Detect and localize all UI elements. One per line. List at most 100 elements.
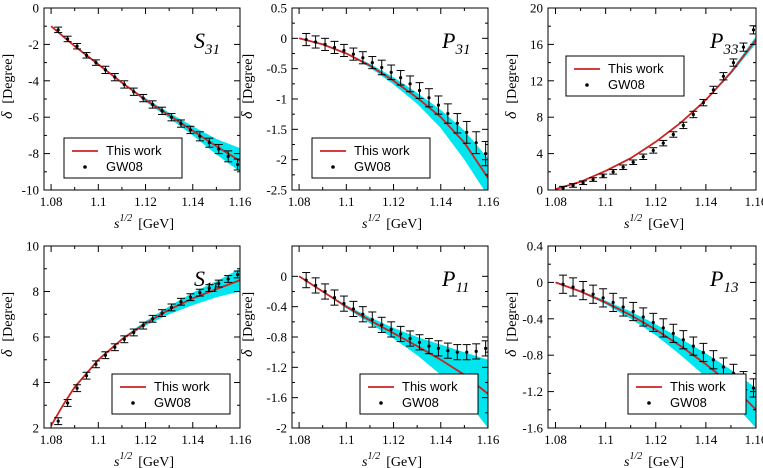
y-axis-label: δ[Degree] (0, 292, 16, 357)
y-tick-label: 0 (537, 183, 544, 198)
gw08-point (689, 110, 698, 119)
legend-point-swatch (131, 401, 135, 405)
gw08-point (330, 289, 339, 306)
gw08-point (120, 335, 129, 344)
x-tick-label: 1.1 (338, 432, 354, 447)
gw08-point (609, 169, 618, 175)
gw08-point (91, 360, 100, 369)
y-tick-label: 0.4 (527, 239, 544, 254)
y-tick-label: -1.6 (522, 421, 543, 436)
gw08-point (729, 58, 738, 67)
y-tick-label: -8 (28, 146, 39, 161)
x-tick-label: 1.14 (695, 432, 718, 447)
axes-frame-P33 (547, 7, 757, 191)
gw08-point (669, 323, 678, 343)
gw08-point (396, 69, 405, 86)
gw08-point (368, 56, 377, 70)
gw08-point (659, 318, 668, 338)
gw08-point (63, 399, 72, 407)
gw08-point (579, 180, 588, 186)
y-tick-label: -2 (28, 37, 39, 52)
x-tick-label: 1.08 (40, 432, 63, 447)
gw08-point (214, 144, 223, 155)
y-tick-label: 8 (33, 284, 40, 299)
gw08-point (649, 312, 658, 333)
gw08-point (424, 88, 433, 108)
gw08-point (110, 343, 119, 352)
y-tick-label: -0.4 (266, 299, 287, 314)
gw08-point (54, 26, 63, 34)
gw08-point (639, 307, 648, 327)
x-axis-label: s1/2 [GeV] (362, 213, 422, 232)
panel-title-S31: S31 (194, 28, 220, 58)
gw08-point (233, 270, 240, 279)
panel-P31: 1.08 1.1 1.12 1.14 1.16 -2.5 -2 -1.5 -1 -0.5 0 0.5 P… (239, 1, 500, 233)
y-axis-label: δ[Degree] (239, 54, 256, 119)
gw08-point (73, 384, 82, 393)
gw08-point (387, 321, 396, 338)
gw08-point (63, 35, 72, 43)
legend-label-gw08: GW08 (670, 395, 707, 410)
uncertainty-band-P11 (299, 276, 488, 428)
plot-area-P31 (298, 32, 488, 190)
legend-point-swatch (647, 401, 651, 405)
gw08-point (91, 59, 100, 66)
gw08-point (424, 338, 433, 355)
gw08-point (599, 173, 608, 179)
gw08-point (453, 344, 462, 361)
x-tick-label: 1.12 (134, 194, 157, 209)
gw08-point (214, 279, 223, 288)
legend-label-gw08: GW08 (608, 77, 645, 92)
gw08-point (176, 297, 185, 306)
gw08-point (139, 321, 148, 330)
gw08-point (167, 303, 176, 312)
y-tick-label: 0 (537, 275, 544, 290)
gw08-point (639, 153, 648, 161)
gw08-point (148, 100, 157, 109)
gw08-point (54, 417, 63, 426)
gw08-point (139, 93, 148, 103)
gw08-point (158, 309, 167, 318)
y-tick-label: -2 (276, 421, 287, 436)
gw08-point (462, 120, 471, 144)
gw08-point (443, 103, 452, 124)
gw08-point (415, 82, 424, 99)
this-work-curve-P31 (298, 37, 488, 179)
gw08-point (453, 113, 462, 134)
x-tick-label: 1.14 (181, 194, 204, 209)
x-tick-label: 1.16 (745, 194, 763, 209)
gw08-point (82, 52, 91, 59)
gw08-point (462, 344, 471, 361)
gw08-point (195, 288, 204, 297)
panel-P11: 1.08 1.1 1.12 1.14 1.16 -2 -1.6 -1.2 -0.8 -0.4 0 P1… (239, 245, 500, 468)
gw08-point (205, 137, 214, 148)
gw08-point (233, 158, 240, 171)
gw08-point (629, 159, 638, 166)
gw08-point (339, 43, 348, 58)
x-tick-label: 1.08 (544, 432, 567, 447)
gw08-point (302, 32, 311, 47)
y-tick-label: -10 (22, 183, 39, 198)
x-tick-label: 1.08 (288, 432, 311, 447)
this-work-curve-P11 (298, 275, 488, 395)
gw08-point (358, 306, 367, 323)
gw08-point (377, 316, 386, 333)
legend-label-this-work: This work (670, 379, 726, 394)
gw08-point (302, 272, 311, 289)
y-axis-label: δ[Degree] (0, 54, 16, 119)
gw08-point (349, 300, 358, 318)
x-tick-label: 1.12 (644, 432, 667, 447)
y-tick-label: 16 (530, 37, 544, 52)
gw08-point (619, 297, 628, 317)
y-axis-label: δ[Degree] (239, 292, 256, 357)
x-tick-label: 1.12 (644, 194, 667, 209)
gw08-point (406, 75, 415, 93)
x-tick-label: 1.08 (288, 194, 311, 209)
panel-title-P31: P31 (441, 28, 470, 58)
y-tick-label: -0.8 (266, 330, 287, 345)
plot-area-P33 (555, 25, 756, 190)
gw08-point (699, 98, 708, 107)
